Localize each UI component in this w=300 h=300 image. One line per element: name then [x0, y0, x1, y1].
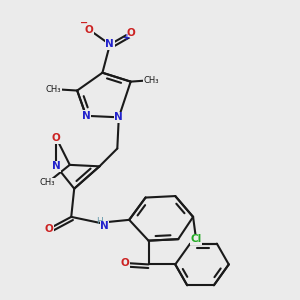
Text: O: O	[120, 258, 129, 268]
Text: N: N	[52, 161, 61, 171]
Text: CH₃: CH₃	[144, 76, 159, 85]
Text: CH₃: CH₃	[46, 85, 61, 94]
Text: N: N	[82, 111, 91, 121]
Text: O: O	[126, 28, 135, 38]
Text: H: H	[96, 217, 103, 226]
Text: N: N	[106, 40, 114, 50]
Text: O: O	[45, 224, 53, 234]
Text: N: N	[114, 112, 123, 122]
Text: CH₃: CH₃	[40, 178, 55, 187]
Text: −: −	[80, 18, 88, 28]
Text: O: O	[52, 133, 61, 143]
Text: Cl: Cl	[190, 234, 202, 244]
Text: O: O	[85, 25, 93, 34]
Text: N: N	[100, 221, 109, 231]
Text: +: +	[123, 33, 131, 42]
